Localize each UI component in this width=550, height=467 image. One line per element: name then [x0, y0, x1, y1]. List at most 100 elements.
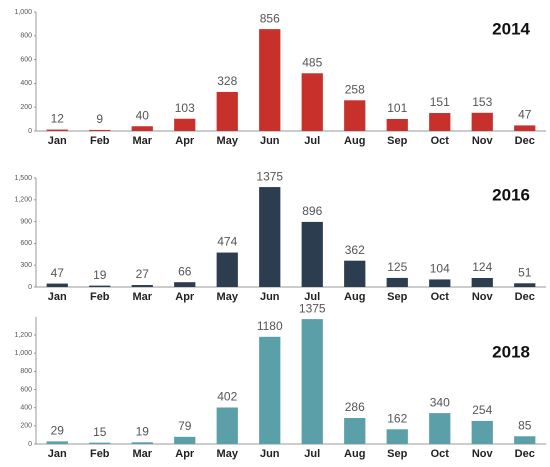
value-label: 362: [345, 243, 365, 257]
bar: [344, 260, 366, 287]
x-tick-label: Dec: [515, 448, 535, 460]
y-tick-label: 200: [20, 104, 32, 111]
value-label: 258: [345, 82, 365, 96]
y-tick-label: 200: [20, 423, 32, 430]
y-tick-label: 600: [20, 56, 32, 63]
value-label: 12: [51, 112, 65, 126]
bar: [46, 129, 68, 131]
value-label: 79: [178, 419, 192, 433]
value-label: 162: [387, 411, 407, 425]
bar: [514, 283, 536, 287]
bar: [216, 91, 238, 131]
bar: [131, 126, 153, 131]
bar: [386, 118, 408, 131]
bar: [174, 282, 196, 287]
value-label: 474: [217, 235, 237, 249]
y-tick-label: 600: [20, 240, 32, 247]
bar: [471, 420, 493, 444]
value-label: 47: [518, 108, 532, 122]
bar: [301, 319, 323, 444]
value-label: 896: [302, 204, 322, 218]
value-label: 402: [217, 390, 237, 404]
bar: [89, 442, 111, 444]
value-label: 485: [302, 55, 322, 69]
value-label: 340: [430, 395, 450, 409]
x-tick-label: Jul: [304, 135, 320, 147]
bar: [344, 100, 366, 131]
bar: [89, 285, 111, 287]
bar: [46, 441, 68, 444]
y-tick-label: 1,200: [14, 332, 32, 339]
x-tick-label: Oct: [431, 291, 450, 303]
bar: [429, 413, 451, 444]
x-tick-label: Oct: [431, 135, 450, 147]
value-label: 153: [472, 95, 492, 109]
y-tick-label: 300: [20, 262, 32, 269]
y-tick-label: 1,000: [14, 350, 32, 357]
value-label: 1180: [257, 319, 283, 333]
x-tick-label: Nov: [472, 291, 494, 303]
x-tick-label: Nov: [472, 135, 494, 147]
x-tick-label: Feb: [90, 135, 110, 147]
bar: [174, 436, 196, 444]
value-label: 85: [518, 418, 532, 432]
value-label: 104: [430, 262, 450, 276]
x-tick-label: Apr: [175, 291, 195, 303]
bar: [386, 429, 408, 444]
x-tick-label: May: [217, 448, 239, 460]
value-label: 51: [518, 265, 532, 279]
value-label: 328: [217, 74, 237, 88]
bar: [259, 187, 281, 287]
chart-title: 2016: [492, 185, 530, 204]
x-tick-label: Jun: [260, 291, 280, 303]
value-label: 1375: [256, 169, 283, 183]
bar: [89, 129, 111, 131]
bar: [429, 279, 451, 287]
x-tick-label: Jan: [48, 135, 67, 147]
value-label: 15: [93, 425, 107, 439]
bar: [301, 73, 323, 131]
value-label: 19: [136, 424, 150, 438]
value-label: 125: [387, 260, 407, 274]
x-tick-label: Mar: [132, 448, 152, 460]
bar: [344, 418, 366, 444]
y-tick-label: 1,200: [14, 197, 32, 204]
value-label: 254: [472, 403, 492, 417]
y-tick-label: 1,000: [14, 9, 32, 16]
value-label: 40: [136, 108, 150, 122]
y-tick-label: 600: [20, 386, 32, 393]
y-tick-label: 800: [20, 368, 32, 375]
value-label: 9: [96, 112, 103, 126]
bar: [259, 336, 281, 444]
chart-title: 2014: [492, 19, 530, 38]
value-label: 286: [345, 400, 365, 414]
y-tick-label: 0: [28, 128, 32, 135]
value-label: 856: [260, 11, 280, 25]
value-label: 19: [93, 268, 107, 282]
value-label: 47: [51, 266, 65, 280]
x-tick-label: Nov: [472, 448, 494, 460]
x-tick-label: Jul: [304, 291, 320, 303]
bar: [259, 29, 281, 131]
bar: [429, 113, 451, 131]
bar: [514, 436, 536, 444]
x-tick-label: Jan: [48, 291, 67, 303]
bar: [386, 277, 408, 287]
value-label: 1375: [299, 301, 326, 315]
x-tick-label: Apr: [175, 448, 195, 460]
value-label: 124: [472, 260, 492, 274]
x-tick-label: May: [217, 291, 239, 303]
x-tick-label: Dec: [515, 291, 535, 303]
value-label: 151: [430, 95, 450, 109]
x-tick-label: Apr: [175, 135, 195, 147]
x-tick-label: Aug: [344, 135, 365, 147]
x-tick-label: Sep: [387, 448, 407, 460]
value-label: 27: [136, 267, 150, 281]
y-tick-label: 800: [20, 33, 32, 40]
x-tick-label: Aug: [344, 291, 365, 303]
y-tick-label: 400: [20, 80, 32, 87]
y-tick-label: 0: [28, 284, 32, 291]
x-tick-label: May: [217, 135, 239, 147]
value-label: 103: [175, 101, 195, 115]
